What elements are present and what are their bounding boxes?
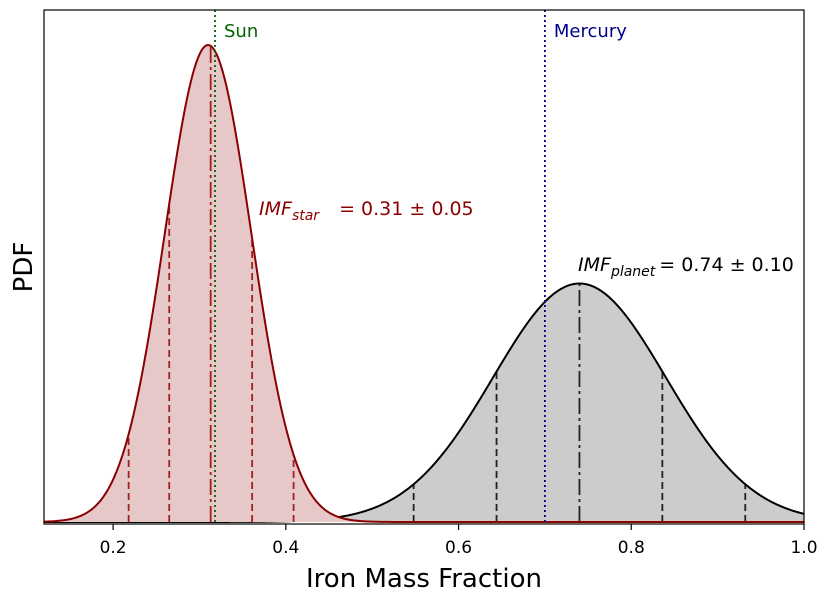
planet-annotation: IMFplanet = 0.74 ± 0.10 [578, 254, 794, 280]
star-pdf-area [44, 45, 804, 523]
x-tick-label: 0.2 [100, 538, 127, 558]
y-axis-title: PDF [9, 242, 39, 293]
star-annotation: IMFstar = 0.31 ± 0.05 [259, 198, 474, 224]
x-tick-label: 0.6 [445, 538, 472, 558]
x-tick-label: 0.4 [272, 538, 299, 558]
x-axis-title: Iron Mass Fraction [306, 564, 542, 594]
mercury-reference-label: Mercury [554, 21, 627, 42]
star-pdf-curve [44, 44, 804, 523]
x-tick-label: 1.0 [790, 538, 817, 558]
x-tick-label: 0.8 [618, 538, 645, 558]
sun-reference-label: Sun [224, 21, 258, 42]
planet-pdf-area [44, 283, 804, 522]
plot-frame [43, 9, 805, 525]
